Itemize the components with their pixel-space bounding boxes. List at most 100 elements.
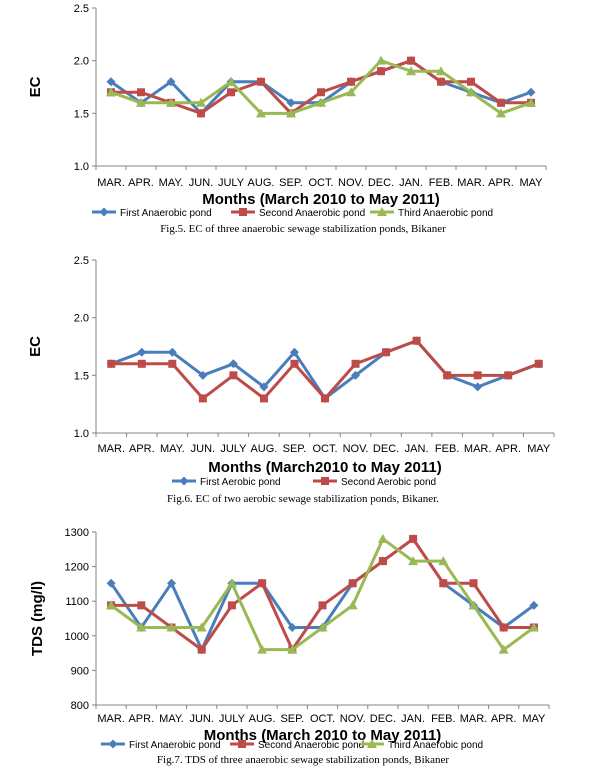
y-tick-label: 1300 [65, 527, 89, 539]
data-point [377, 533, 388, 543]
x-tick-label: SEP. [280, 713, 304, 725]
x-tick-label: JUN. [189, 713, 213, 725]
legend-entry: First Anaerobic pond [92, 207, 212, 219]
x-tick-label: APR. [129, 443, 155, 455]
series-line [111, 537, 534, 652]
x-tick-label: JULY [219, 713, 246, 725]
data-point [497, 98, 505, 107]
x-tick-label: MAY. [159, 713, 184, 725]
x-tick-label: MAY. [160, 443, 185, 455]
data-point [286, 98, 296, 108]
data-point [257, 77, 265, 86]
data-point [136, 622, 147, 632]
data-point [499, 623, 508, 632]
series-2 [107, 534, 538, 654]
y-tick-label: 1.5 [74, 370, 89, 382]
data-point [318, 601, 327, 610]
legend-entry: Second Anaerobic pond [230, 740, 364, 751]
legend-entry: Third Anaerobic pond [360, 739, 483, 751]
series-line [109, 537, 535, 652]
y-tick-label: 1.0 [74, 161, 89, 173]
x-tick-label: APR. [488, 177, 514, 189]
legend-entry: Second Aerobic pond [313, 477, 436, 488]
x-tick-label: MAY [519, 177, 543, 189]
data-point [106, 77, 116, 87]
y-tick-label: 2.0 [74, 313, 89, 325]
data-point [198, 370, 208, 380]
legend-label: First Aerobic pond [200, 477, 281, 488]
x-tick-label: JAN. [401, 713, 425, 725]
legend-marker [108, 739, 118, 749]
x-tick-label: MAR. [464, 443, 492, 455]
x-tick-label: JUN. [191, 443, 215, 455]
data-point [106, 600, 117, 610]
data-point [167, 578, 176, 588]
legend-marker [367, 739, 377, 748]
series-1 [106, 336, 544, 403]
data-point [259, 382, 269, 392]
x-tick-label: NOV. [340, 713, 366, 725]
legend-entry: Third Anaerobic pond [370, 207, 493, 219]
data-point [466, 87, 476, 97]
data-point [286, 108, 296, 118]
y-tick-label: 1100 [65, 596, 89, 608]
data-point [473, 371, 482, 380]
x-tick-label: OCT. [308, 177, 333, 189]
data-point [526, 87, 536, 97]
data-point [346, 87, 356, 97]
data-point [436, 66, 446, 76]
data-point [408, 556, 419, 566]
legend-marker [238, 740, 246, 748]
data-point [166, 77, 176, 87]
data-point [407, 56, 415, 65]
x-tick-label: AUG. [248, 177, 275, 189]
data-point [347, 77, 355, 86]
legend-entry: Second Anaerobic pond [231, 208, 365, 219]
data-point [443, 371, 452, 380]
x-tick-label: MAY [527, 443, 551, 455]
data-point [469, 579, 478, 588]
data-point [316, 97, 326, 107]
data-point [317, 622, 328, 632]
y-tick-label: 2.0 [74, 56, 89, 68]
data-point [534, 359, 543, 368]
x-tick-label: JAN. [405, 443, 429, 455]
x-tick-label: NOV. [343, 443, 369, 455]
data-point [321, 394, 329, 403]
legend-marker [239, 208, 247, 216]
data-point [347, 600, 358, 610]
data-point [106, 87, 116, 97]
x-tick-label: JULY [218, 177, 245, 189]
legend-label: Second Anaerobic pond [259, 208, 365, 219]
x-tick-label: FEB. [435, 443, 459, 455]
data-point [529, 600, 539, 610]
data-point [348, 579, 357, 588]
legend-label: Third Anaerobic pond [388, 740, 483, 751]
legend-marker [179, 476, 189, 486]
data-point [137, 601, 146, 610]
data-point [504, 371, 513, 380]
data-point [259, 394, 268, 403]
data-point [258, 579, 267, 588]
data-point [106, 578, 116, 588]
data-point [137, 88, 145, 97]
x-tick-label: MAY. [159, 177, 184, 189]
legend-marker [99, 207, 109, 217]
series-2 [107, 56, 535, 118]
data-point [528, 622, 539, 632]
x-axis-title: Months (March2010 to May 2011) [208, 459, 441, 476]
y-tick-label: 900 [71, 665, 89, 677]
x-tick-label: MAR. [457, 177, 485, 189]
data-point [468, 600, 479, 610]
x-tick-label: APR. [128, 713, 154, 725]
x-tick-label: DEC. [373, 443, 399, 455]
series-line [110, 537, 535, 652]
x-tick-label: MAR. [98, 443, 126, 455]
data-point [136, 97, 146, 107]
x-tick-label: AUG. [249, 713, 276, 725]
x-tick-label: MAR. [97, 713, 125, 725]
data-point [412, 336, 421, 345]
data-point [227, 601, 236, 610]
legend-label: Second Anaerobic pond [258, 740, 364, 751]
series-1 [106, 56, 536, 118]
